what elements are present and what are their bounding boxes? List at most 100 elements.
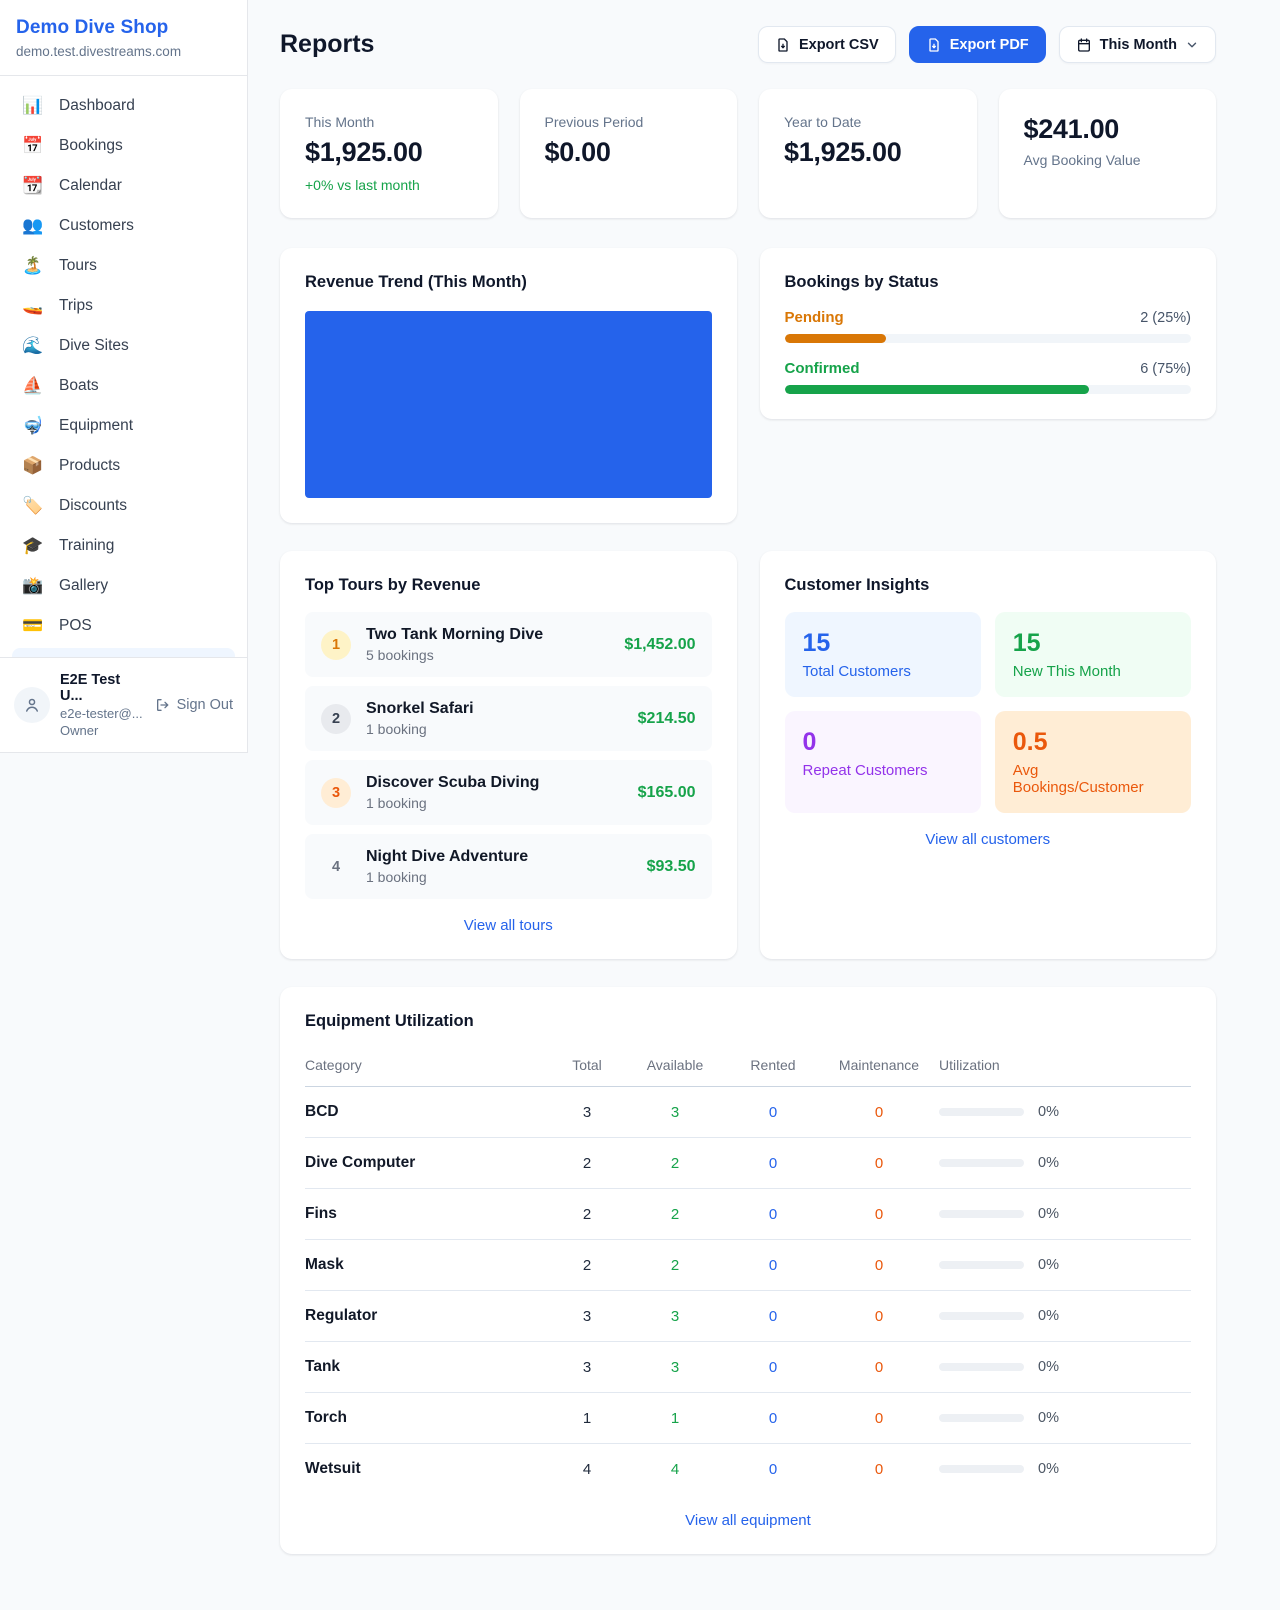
insight-label: Avg Bookings/Customer <box>1012 762 1144 796</box>
sign-out-button[interactable]: Sign Out <box>155 697 233 713</box>
sidebar-item-trips[interactable]: 🚤 Trips <box>12 286 235 326</box>
cell-rented: 0 <box>727 1392 819 1444</box>
utilization-percent: 0% <box>1038 1410 1059 1426</box>
card-title: Equipment Utilization <box>305 1012 474 1030</box>
table-header-row: Category Total Available Rented Maintena… <box>305 1051 1191 1087</box>
stat-value: $1,925.00 <box>784 137 902 167</box>
stat-value: $241.00 <box>1023 114 1120 144</box>
sailboat-icon: ⛵ <box>22 376 44 395</box>
top-tours-card: Top Tours by Revenue 1 Two Tank Morning D… <box>280 551 737 959</box>
cell-maintenance: 0 <box>819 1341 939 1393</box>
sidebar-item-label: Training <box>59 537 115 554</box>
revenue-trend-chart <box>305 311 712 498</box>
sidebar-item-label: Bookings <box>59 137 123 154</box>
cell-maintenance: 0 <box>819 1239 939 1291</box>
cell-available: 2 <box>623 1188 727 1240</box>
brand-name: Demo Dive Shop <box>16 17 169 38</box>
bookings-by-status-card: Bookings by Status Pending 2 (25%) Confirm… <box>759 248 1216 419</box>
sidebar-item-products[interactable]: 📦 Products <box>12 446 235 486</box>
tour-name: Two Tank Morning Dive <box>366 626 544 643</box>
rank-badge: 1 <box>321 629 351 660</box>
cell-maintenance: 0 <box>874 1460 884 1478</box>
insight-value: 15 <box>802 629 831 657</box>
sidebar-item-label: Dashboard <box>59 97 135 114</box>
status-list: Pending 2 (25%) Confirmed 6 (75%) <box>784 309 1191 394</box>
sidebar-item-pos[interactable]: 💳 POS <box>12 606 235 646</box>
user-name: E2E Test U... <box>60 672 121 704</box>
utilization-percent: 0% <box>1038 1104 1059 1120</box>
stat-value: $0.00 <box>544 137 611 167</box>
export-csv-button[interactable]: Export CSV <box>757 26 896 63</box>
export-pdf-button[interactable]: Export PDF <box>908 26 1046 63</box>
insight-label: New This Month <box>1012 663 1121 680</box>
column-header-rented: Rented <box>727 1051 819 1087</box>
sidebar-item-bookings[interactable]: 📅 Bookings <box>12 126 235 166</box>
sidebar-item-calendar[interactable]: 📆 Calendar <box>12 166 235 206</box>
file-export-icon <box>929 37 939 52</box>
cell-rented: 0 <box>768 1460 778 1478</box>
insight-tile-total-customers: 15 Total Customers <box>784 612 981 697</box>
sidebar-item-gallery[interactable]: 📸 Gallery <box>12 566 235 606</box>
insight-tile-repeat-customers: 0 Repeat Customers <box>784 711 981 813</box>
cell-maintenance: 0 <box>819 1188 939 1240</box>
insights-grid: 15 Total Customers 15 New This Month 0 Repeat… <box>784 612 1191 813</box>
stat-delta: +0% vs last month <box>305 177 420 193</box>
utilization-percent: 0% <box>1038 1206 1059 1222</box>
graduation-cap-icon: 🎓 <box>22 536 44 555</box>
utilization-percent: 0% <box>1038 1308 1059 1324</box>
revenue-trend-card: Revenue Trend (This Month) <box>280 248 737 523</box>
utilization-bar <box>939 1363 1024 1371</box>
column-header-available: Available <box>623 1051 727 1087</box>
sidebar-item-label: Tours <box>59 257 97 274</box>
stat-card-year-to-date: Year to Date $1,925.00 <box>759 89 977 218</box>
cell-rented: 0 <box>727 1290 819 1342</box>
speedboat-icon: 🚤 <box>22 296 44 315</box>
equipment-table: Category Total Available Rented Maintena… <box>305 1051 1191 1494</box>
cell-total: 3 <box>551 1290 623 1342</box>
sidebar-item-tours[interactable]: 🏝️ Tours <box>12 246 235 286</box>
stat-card-avg-booking-value: $241.00 Avg Booking Value <box>998 89 1216 218</box>
view-all-equipment-link[interactable]: View all equipment <box>685 1512 811 1529</box>
view-all-tours-link[interactable]: View all tours <box>463 917 553 934</box>
tour-row[interactable]: 4 Night Dive Adventure 1 booking $93.50 <box>305 834 712 899</box>
cell-category: Torch <box>305 1392 551 1444</box>
sidebar-item-discounts[interactable]: 🏷️ Discounts <box>12 486 235 526</box>
utilization-percent: 0% <box>1038 1257 1059 1273</box>
cell-available: 3 <box>623 1290 727 1342</box>
chevron-down-icon <box>1187 42 1197 47</box>
table-row: BCD 3 3 0 0 0% <box>305 1086 1191 1138</box>
cell-total: 1 <box>551 1392 623 1444</box>
cell-available: 2 <box>623 1137 727 1189</box>
tour-row[interactable]: 1 Two Tank Morning Dive 5 bookings $1,452.0… <box>305 612 712 677</box>
table-row: Fins 2 2 0 0 0% <box>305 1188 1191 1240</box>
rank-badge: 3 <box>321 777 351 808</box>
cell-available: 1 <box>623 1392 727 1444</box>
period-dropdown[interactable]: This Month <box>1058 26 1216 63</box>
island-icon: 🏝️ <box>22 256 44 275</box>
cell-total: 3 <box>551 1086 623 1138</box>
sidebar-item-reports-active-partial[interactable] <box>12 648 235 657</box>
sign-out-icon <box>156 699 168 711</box>
view-all-customers-link[interactable]: View all customers <box>925 831 1051 848</box>
insight-value: 15 <box>1012 629 1041 657</box>
camera-icon: 📸 <box>22 576 44 595</box>
sidebar-item-dashboard[interactable]: 📊 Dashboard <box>12 86 235 126</box>
tour-row[interactable]: 3 Discover Scuba Diving 1 booking $165.00 <box>305 760 712 825</box>
customer-insights-card: Customer Insights 15 Total Customers 15 New… <box>759 551 1216 959</box>
header-actions: Export CSV Export PDF This Month <box>757 26 1216 63</box>
calendar-icon: 📆 <box>22 176 44 195</box>
cell-category: Tank <box>305 1341 551 1393</box>
sidebar-item-training[interactable]: 🎓 Training <box>12 526 235 566</box>
sidebar-item-boats[interactable]: ⛵ Boats <box>12 366 235 406</box>
column-header-category: Category <box>305 1051 551 1087</box>
sidebar-item-equipment[interactable]: 🤿 Equipment <box>12 406 235 446</box>
sidebar-item-label: Trips <box>59 297 93 314</box>
tour-row[interactable]: 2 Snorkel Safari 1 booking $214.50 <box>305 686 712 751</box>
tour-bookings: 1 booking <box>366 721 427 737</box>
cell-category: Dive Computer <box>305 1137 551 1189</box>
sidebar-item-dive-sites[interactable]: 🌊 Dive Sites <box>12 326 235 366</box>
sidebar-item-customers[interactable]: 👥 Customers <box>12 206 235 246</box>
tour-bookings: 5 bookings <box>366 647 434 663</box>
status-count: 6 (75%) <box>1140 361 1191 377</box>
card-title: Bookings by Status <box>784 273 939 291</box>
